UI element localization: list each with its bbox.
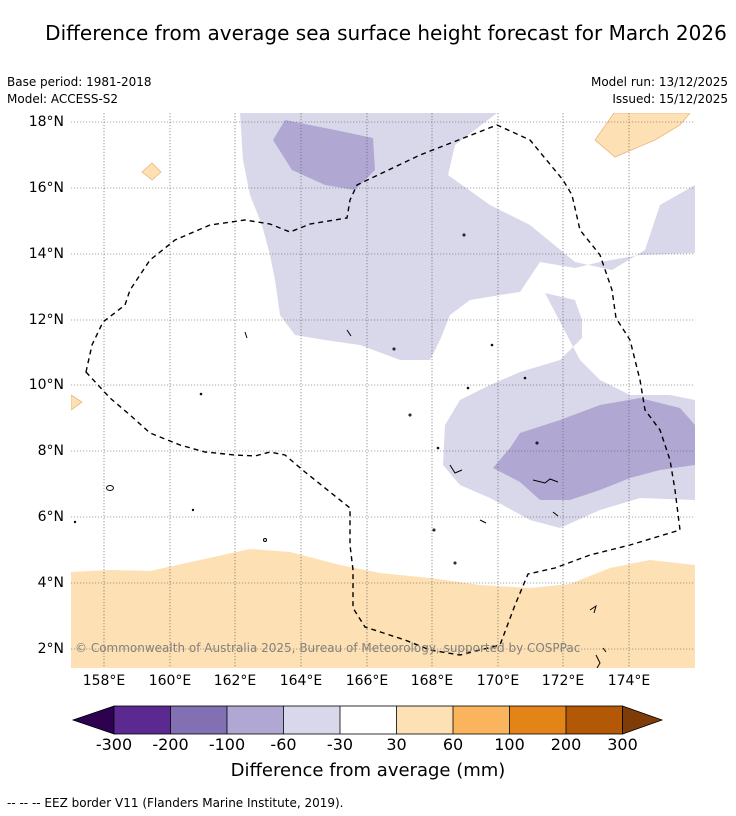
copyright-notice: © Commonwealth of Australia 2025, Bureau… <box>75 641 581 655</box>
lat-label: 8°N <box>37 443 64 459</box>
colorbar <box>71 705 664 735</box>
anomaly-region-orange-small-north <box>141 162 162 181</box>
colorbar-title: Difference from average (mm) <box>230 760 506 781</box>
lat-label: 10°N <box>28 377 64 393</box>
colorbar-bin <box>566 706 623 734</box>
colorbar-tick-label: -200 <box>152 735 189 754</box>
colorbar-tick-label: 200 <box>550 735 582 754</box>
chart-title: Difference from average sea surface heig… <box>45 21 727 45</box>
anomaly-region-orange-northeast <box>594 113 691 158</box>
gridlines <box>71 113 695 668</box>
anomaly-region-orange-small-west <box>71 394 83 411</box>
colorbar-tick-label: 60 <box>442 735 464 754</box>
anomaly-region-orange-south <box>71 549 695 668</box>
colorbar-bin <box>453 706 510 734</box>
colorbar-tick-label: 300 <box>607 735 638 754</box>
colorbar-tick-label: -60 <box>270 735 297 754</box>
eez-footnote: -- -- -- EEZ border V11 (Flanders Marine… <box>7 796 344 810</box>
meta-left: Base period: 1981-2018 Model: ACCESS-S2 <box>7 74 152 108</box>
colorbar-bin <box>283 706 340 734</box>
colorbar-extend-low <box>71 705 115 735</box>
base-period: Base period: 1981-2018 <box>7 75 152 89</box>
colorbar-bin <box>114 706 171 734</box>
lat-label: 4°N <box>37 575 64 591</box>
lat-label: 18°N <box>28 114 64 130</box>
lon-label: 174°E <box>607 673 651 689</box>
meta-right: Model run: 13/12/2025 Issued: 15/12/2025 <box>591 74 728 108</box>
lat-label: 12°N <box>28 312 64 328</box>
colorbar-tick-label: 30 <box>386 735 407 754</box>
lat-label: 14°N <box>28 246 64 262</box>
lat-label: 16°N <box>28 180 64 196</box>
colorbar-extend-high <box>622 705 664 735</box>
islands <box>73 233 607 668</box>
lon-label: 166°E <box>345 673 389 689</box>
colorbar-tick-label: -100 <box>208 735 246 754</box>
eez-border <box>85 124 681 656</box>
anomaly-region-purple-east <box>493 398 695 500</box>
lon-label: 164°E <box>279 673 323 689</box>
colorbar-bin <box>227 706 284 734</box>
lon-label: 160°E <box>148 673 192 689</box>
lat-label: 2°N <box>37 641 64 657</box>
anomaly-region-purple-northwest <box>273 120 375 190</box>
colorbar-bin <box>340 706 397 734</box>
lon-label: 172°E <box>541 673 585 689</box>
colorbar-tick-label: 100 <box>494 735 525 754</box>
colorbar-bin <box>396 706 453 734</box>
colorbar-bin <box>509 706 566 734</box>
colorbar-bin <box>170 706 227 734</box>
lon-label: 168°E <box>410 673 454 689</box>
model-name: Model: ACCESS-S2 <box>7 92 119 106</box>
lon-label: 162°E <box>213 673 257 689</box>
issued-date: Issued: 15/12/2025 <box>612 92 728 106</box>
colorbar-tick-label: -300 <box>95 735 133 754</box>
lon-label: 158°E <box>82 673 126 689</box>
model-run: Model run: 13/12/2025 <box>590 75 728 89</box>
lat-label: 6°N <box>37 509 64 525</box>
colorbar-tick-label: -30 <box>326 735 354 754</box>
lon-label: 170°E <box>476 673 520 689</box>
